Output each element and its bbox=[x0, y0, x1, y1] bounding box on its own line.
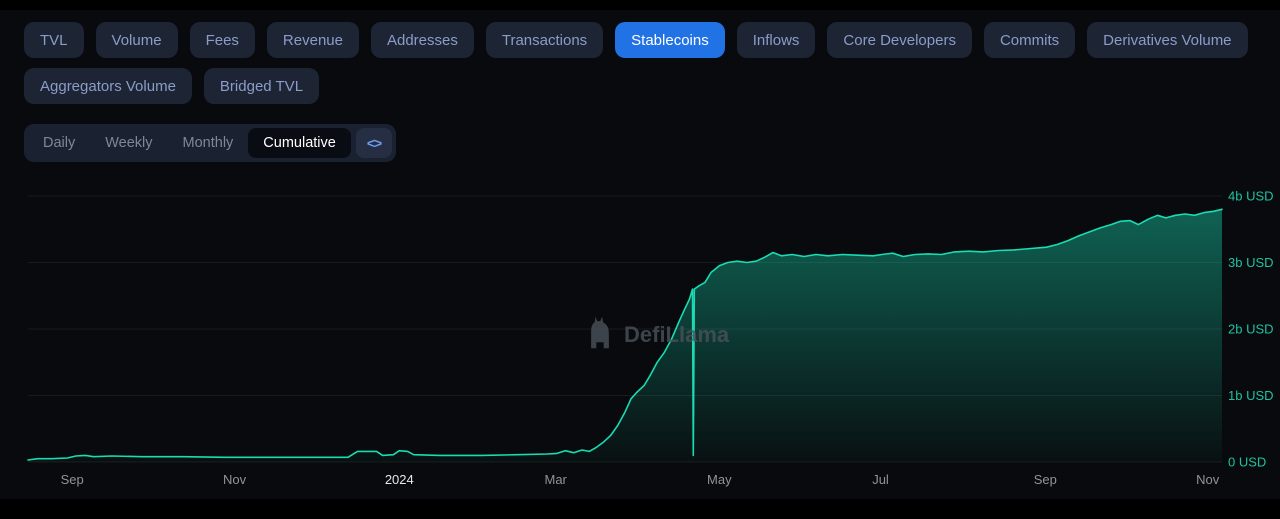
y-axis-label: 0 USD bbox=[1228, 455, 1266, 470]
period-row: Daily Weekly Monthly Cumulative <> bbox=[24, 124, 1280, 162]
chart-line-series bbox=[27, 208, 1223, 461]
metric-tab-volume[interactable]: Volume bbox=[95, 22, 178, 58]
x-axis-label: Mar bbox=[545, 472, 568, 487]
embed-code-button[interactable]: <> bbox=[355, 128, 393, 158]
metric-tab-bridged-tvl[interactable]: Bridged TVL bbox=[203, 68, 320, 104]
metric-tab-commits[interactable]: Commits bbox=[983, 22, 1076, 58]
chart-svg[interactable]: 0 USD 1b USD 2b USD 3b USD 4b USD Sep Nov 2024 M… bbox=[0, 190, 1280, 490]
metric-tab-revenue[interactable]: Revenue bbox=[266, 22, 359, 58]
period-tab-daily[interactable]: Daily bbox=[28, 128, 90, 158]
period-tabs: Daily Weekly Monthly Cumulative <> bbox=[24, 124, 397, 162]
metric-tab-tvl[interactable]: TVL bbox=[24, 22, 84, 58]
x-axis-label: Sep bbox=[1034, 472, 1057, 487]
chart-area-fill bbox=[28, 209, 1222, 462]
y-axis-label: 1b USD bbox=[1228, 388, 1274, 403]
metric-tab-transactions[interactable]: Transactions bbox=[485, 22, 604, 58]
x-axis-label: 2024 bbox=[385, 472, 414, 487]
period-tab-monthly[interactable]: Monthly bbox=[168, 128, 249, 158]
y-axis-label: 3b USD bbox=[1228, 255, 1274, 270]
metric-tab-aggregators-volume[interactable]: Aggregators Volume bbox=[24, 68, 192, 104]
metric-tab-fees[interactable]: Fees bbox=[189, 22, 255, 58]
chart-area: 0 USD 1b USD 2b USD 3b USD 4b USD Sep Nov 2024 M… bbox=[0, 190, 1280, 490]
y-axis-label: 2b USD bbox=[1228, 322, 1274, 337]
metric-tab-addresses[interactable]: Addresses bbox=[370, 22, 474, 58]
metric-tab-derivatives-volume[interactable]: Derivatives Volume bbox=[1087, 22, 1248, 58]
period-tab-cumulative[interactable]: Cumulative bbox=[248, 128, 351, 158]
period-tab-weekly[interactable]: Weekly bbox=[90, 128, 167, 158]
metric-tab-stablecoins[interactable]: Stablecoins bbox=[615, 22, 725, 58]
y-axis-label: 4b USD bbox=[1228, 190, 1274, 204]
x-axis-label: May bbox=[707, 472, 732, 487]
x-axis-label: Jul bbox=[872, 472, 889, 487]
x-axis-label: Nov bbox=[1196, 472, 1220, 487]
metric-tab-core-developers[interactable]: Core Developers bbox=[827, 22, 972, 58]
metric-tabs-row2: Aggregators Volume Bridged TVL bbox=[24, 68, 1280, 104]
x-axis-label: Nov bbox=[223, 472, 247, 487]
x-axis-label: Sep bbox=[61, 472, 84, 487]
page: TVL Volume Fees Revenue Addresses Transaction… bbox=[0, 10, 1280, 499]
metric-tabs-row1: TVL Volume Fees Revenue Addresses Transaction… bbox=[24, 22, 1280, 58]
metric-tab-inflows[interactable]: Inflows bbox=[736, 22, 816, 58]
